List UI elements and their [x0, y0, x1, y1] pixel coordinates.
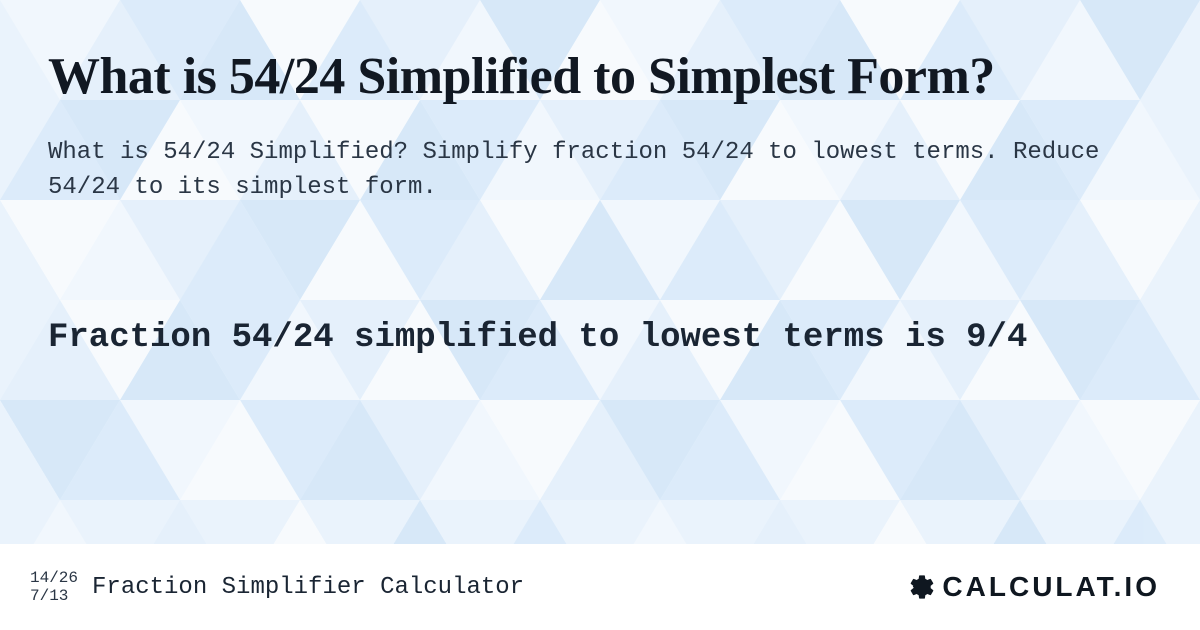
page-title: What is 54/24 Simplified to Simplest For…: [48, 48, 1152, 106]
brand-text: CALCULAT.IO: [942, 571, 1160, 603]
brand-logo: CALCULAT.IO: [908, 571, 1160, 603]
gear-icon: [908, 573, 936, 601]
main-content: What is 54/24 Simplified to Simplest For…: [0, 0, 1200, 630]
result-heading: Fraction 54/24 simplified to lowest term…: [48, 316, 1108, 360]
mini-top: 14/26: [30, 569, 78, 587]
footer-left: 14/26 7/13 Fraction Simplifier Calculato…: [30, 569, 524, 606]
page-description: What is 54/24 Simplified? Simplify fract…: [48, 136, 1108, 206]
footer-bar: 14/26 7/13 Fraction Simplifier Calculato…: [0, 544, 1200, 630]
fraction-mini-icon: 14/26 7/13: [30, 569, 78, 606]
app-name: Fraction Simplifier Calculator: [92, 574, 524, 601]
mini-bottom: 7/13: [30, 587, 78, 605]
